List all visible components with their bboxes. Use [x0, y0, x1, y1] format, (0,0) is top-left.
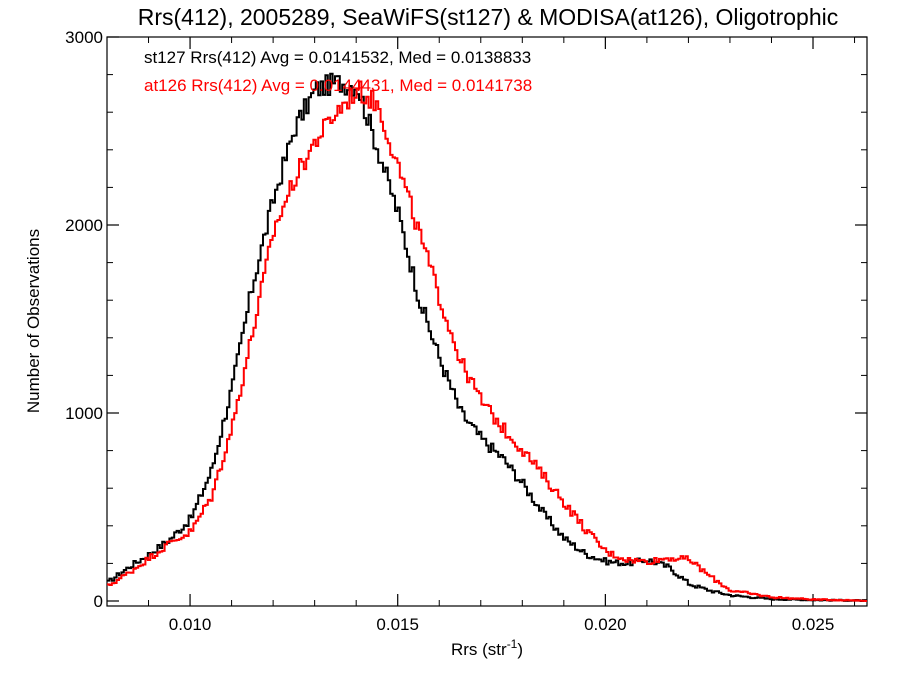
- x-axis-label-main: Rrs (str: [451, 640, 507, 659]
- plot-frame: [106, 36, 868, 607]
- x-axis-label-close: ): [517, 640, 523, 659]
- x-axis-label-superscript: -1: [507, 637, 518, 651]
- y-tick-label: 2000: [65, 216, 103, 235]
- y-tick-label: 1000: [65, 404, 103, 423]
- x-axis-label: Rrs (str-1): [451, 637, 523, 659]
- x-tick-label: 0.015: [376, 615, 419, 634]
- legend: st127 Rrs(412) Avg = 0.0141532, Med = 0.…: [144, 48, 532, 95]
- plot-frame-border: [106, 36, 868, 607]
- x-tick-label: 0.010: [169, 615, 212, 634]
- legend-entry-at126: at126 Rrs(412) Avg = 0.0144431, Med = 0.…: [144, 76, 532, 95]
- x-tick-label: 0.020: [584, 615, 627, 634]
- legend-entry-st127: st127 Rrs(412) Avg = 0.0141532, Med = 0.…: [144, 48, 531, 67]
- x-tick-label: 0.025: [792, 615, 835, 634]
- data-series: [107, 72, 867, 602]
- series-line-at126: [107, 80, 867, 602]
- chart-title: Rrs(412), 2005289, SeaWiFS(st127) & MODI…: [138, 4, 839, 30]
- y-axis-label: Number of Observations: [24, 229, 43, 413]
- series-line-st127: [107, 72, 867, 602]
- y-tick-label: 0: [94, 592, 103, 611]
- y-tick-label: 3000: [65, 28, 103, 47]
- axis-ticks: 0.010 0.015 0.020 0.025 0 1000 2000 3000: [65, 28, 867, 634]
